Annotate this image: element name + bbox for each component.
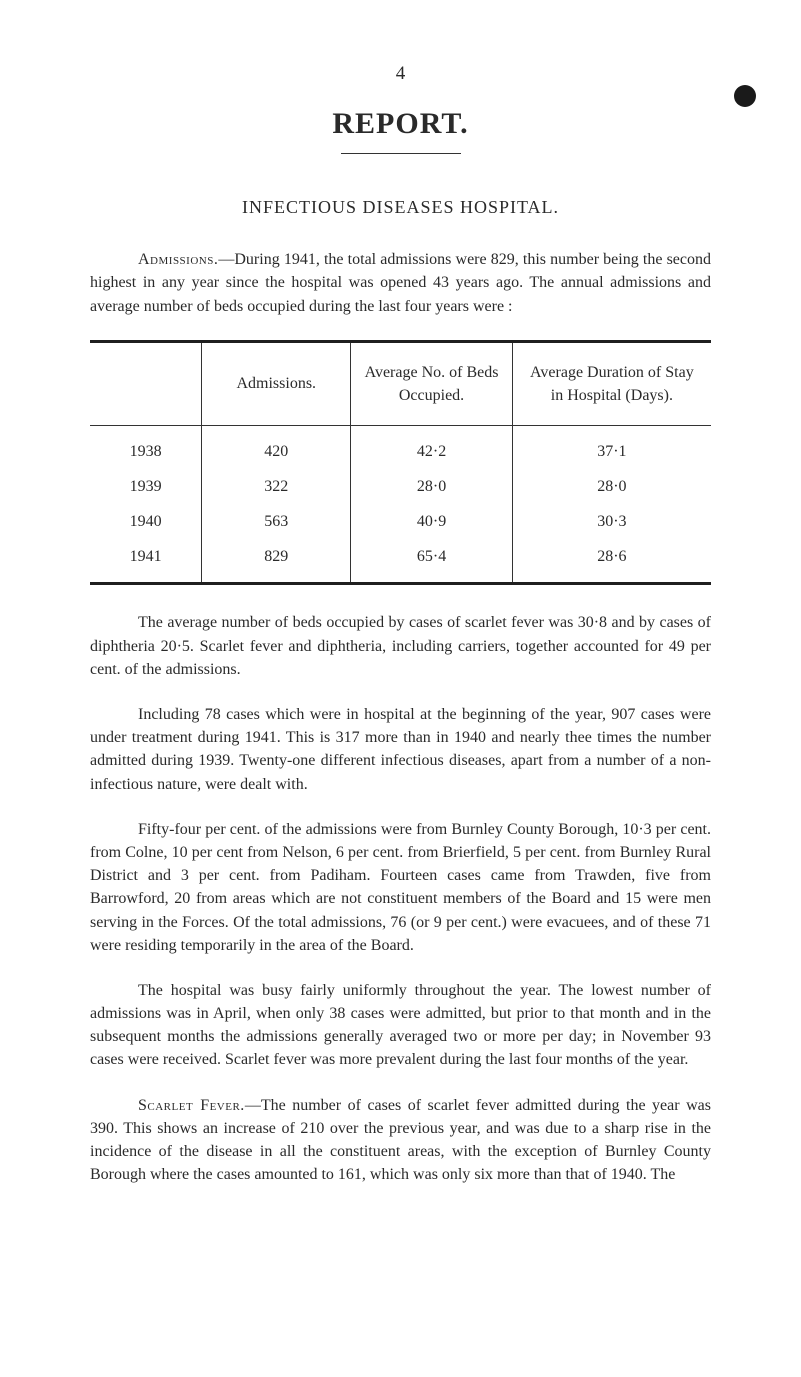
cell-stay: 28·0 — [512, 469, 711, 504]
para-admissions: Admissions.—During 1941, the total admis… — [90, 248, 711, 318]
table-header-beds: Average No. of Beds Occupied. — [351, 343, 512, 426]
para-including: Including 78 cases which were in hospita… — [90, 703, 711, 796]
report-title: REPORT. — [90, 102, 711, 146]
para-scarlet: Scarlet Fever.—The number of cases of sc… — [90, 1094, 711, 1187]
cell-year: 1941 — [90, 539, 202, 582]
table-row: 1939 322 28·0 28·0 — [90, 469, 711, 504]
cell-adm: 563 — [202, 504, 351, 539]
cell-beds: 42·2 — [351, 425, 512, 469]
para-fiftyfour: Fifty-four per cent. of the admissions w… — [90, 818, 711, 957]
admissions-table: Admissions. Average No. of Beds Occupied… — [90, 343, 711, 583]
title-underline — [341, 153, 461, 154]
para-admissions-lead: Admissions. — [138, 251, 218, 268]
decorative-dot — [734, 85, 756, 107]
para-average: The average number of beds occupied by c… — [90, 611, 711, 681]
table-row: 1938 420 42·2 37·1 — [90, 425, 711, 469]
section-heading: INFECTIOUS DISEASES HOSPITAL. — [90, 194, 711, 220]
cell-stay: 37·1 — [512, 425, 711, 469]
table-row: 1940 563 40·9 30·3 — [90, 504, 711, 539]
cell-year: 1940 — [90, 504, 202, 539]
cell-year: 1938 — [90, 425, 202, 469]
cell-stay: 30·3 — [512, 504, 711, 539]
para-scarlet-lead: Scarlet Fever. — [138, 1097, 245, 1114]
cell-adm: 829 — [202, 539, 351, 582]
para-hospital: The hospital was busy fairly uniformly t… — [90, 979, 711, 1072]
table-bottom-rule — [90, 582, 711, 585]
table-header-admissions: Admissions. — [202, 343, 351, 426]
cell-adm: 322 — [202, 469, 351, 504]
cell-stay: 28·6 — [512, 539, 711, 582]
cell-year: 1939 — [90, 469, 202, 504]
cell-beds: 28·0 — [351, 469, 512, 504]
table-header-blank — [90, 343, 202, 426]
table-header-stay: Average Duration of Stay in Hospital (Da… — [512, 343, 711, 426]
cell-adm: 420 — [202, 425, 351, 469]
page-number: 4 — [90, 60, 711, 88]
table-header-row: Admissions. Average No. of Beds Occupied… — [90, 343, 711, 426]
table-row: 1941 829 65·4 28·6 — [90, 539, 711, 582]
cell-beds: 40·9 — [351, 504, 512, 539]
cell-beds: 65·4 — [351, 539, 512, 582]
